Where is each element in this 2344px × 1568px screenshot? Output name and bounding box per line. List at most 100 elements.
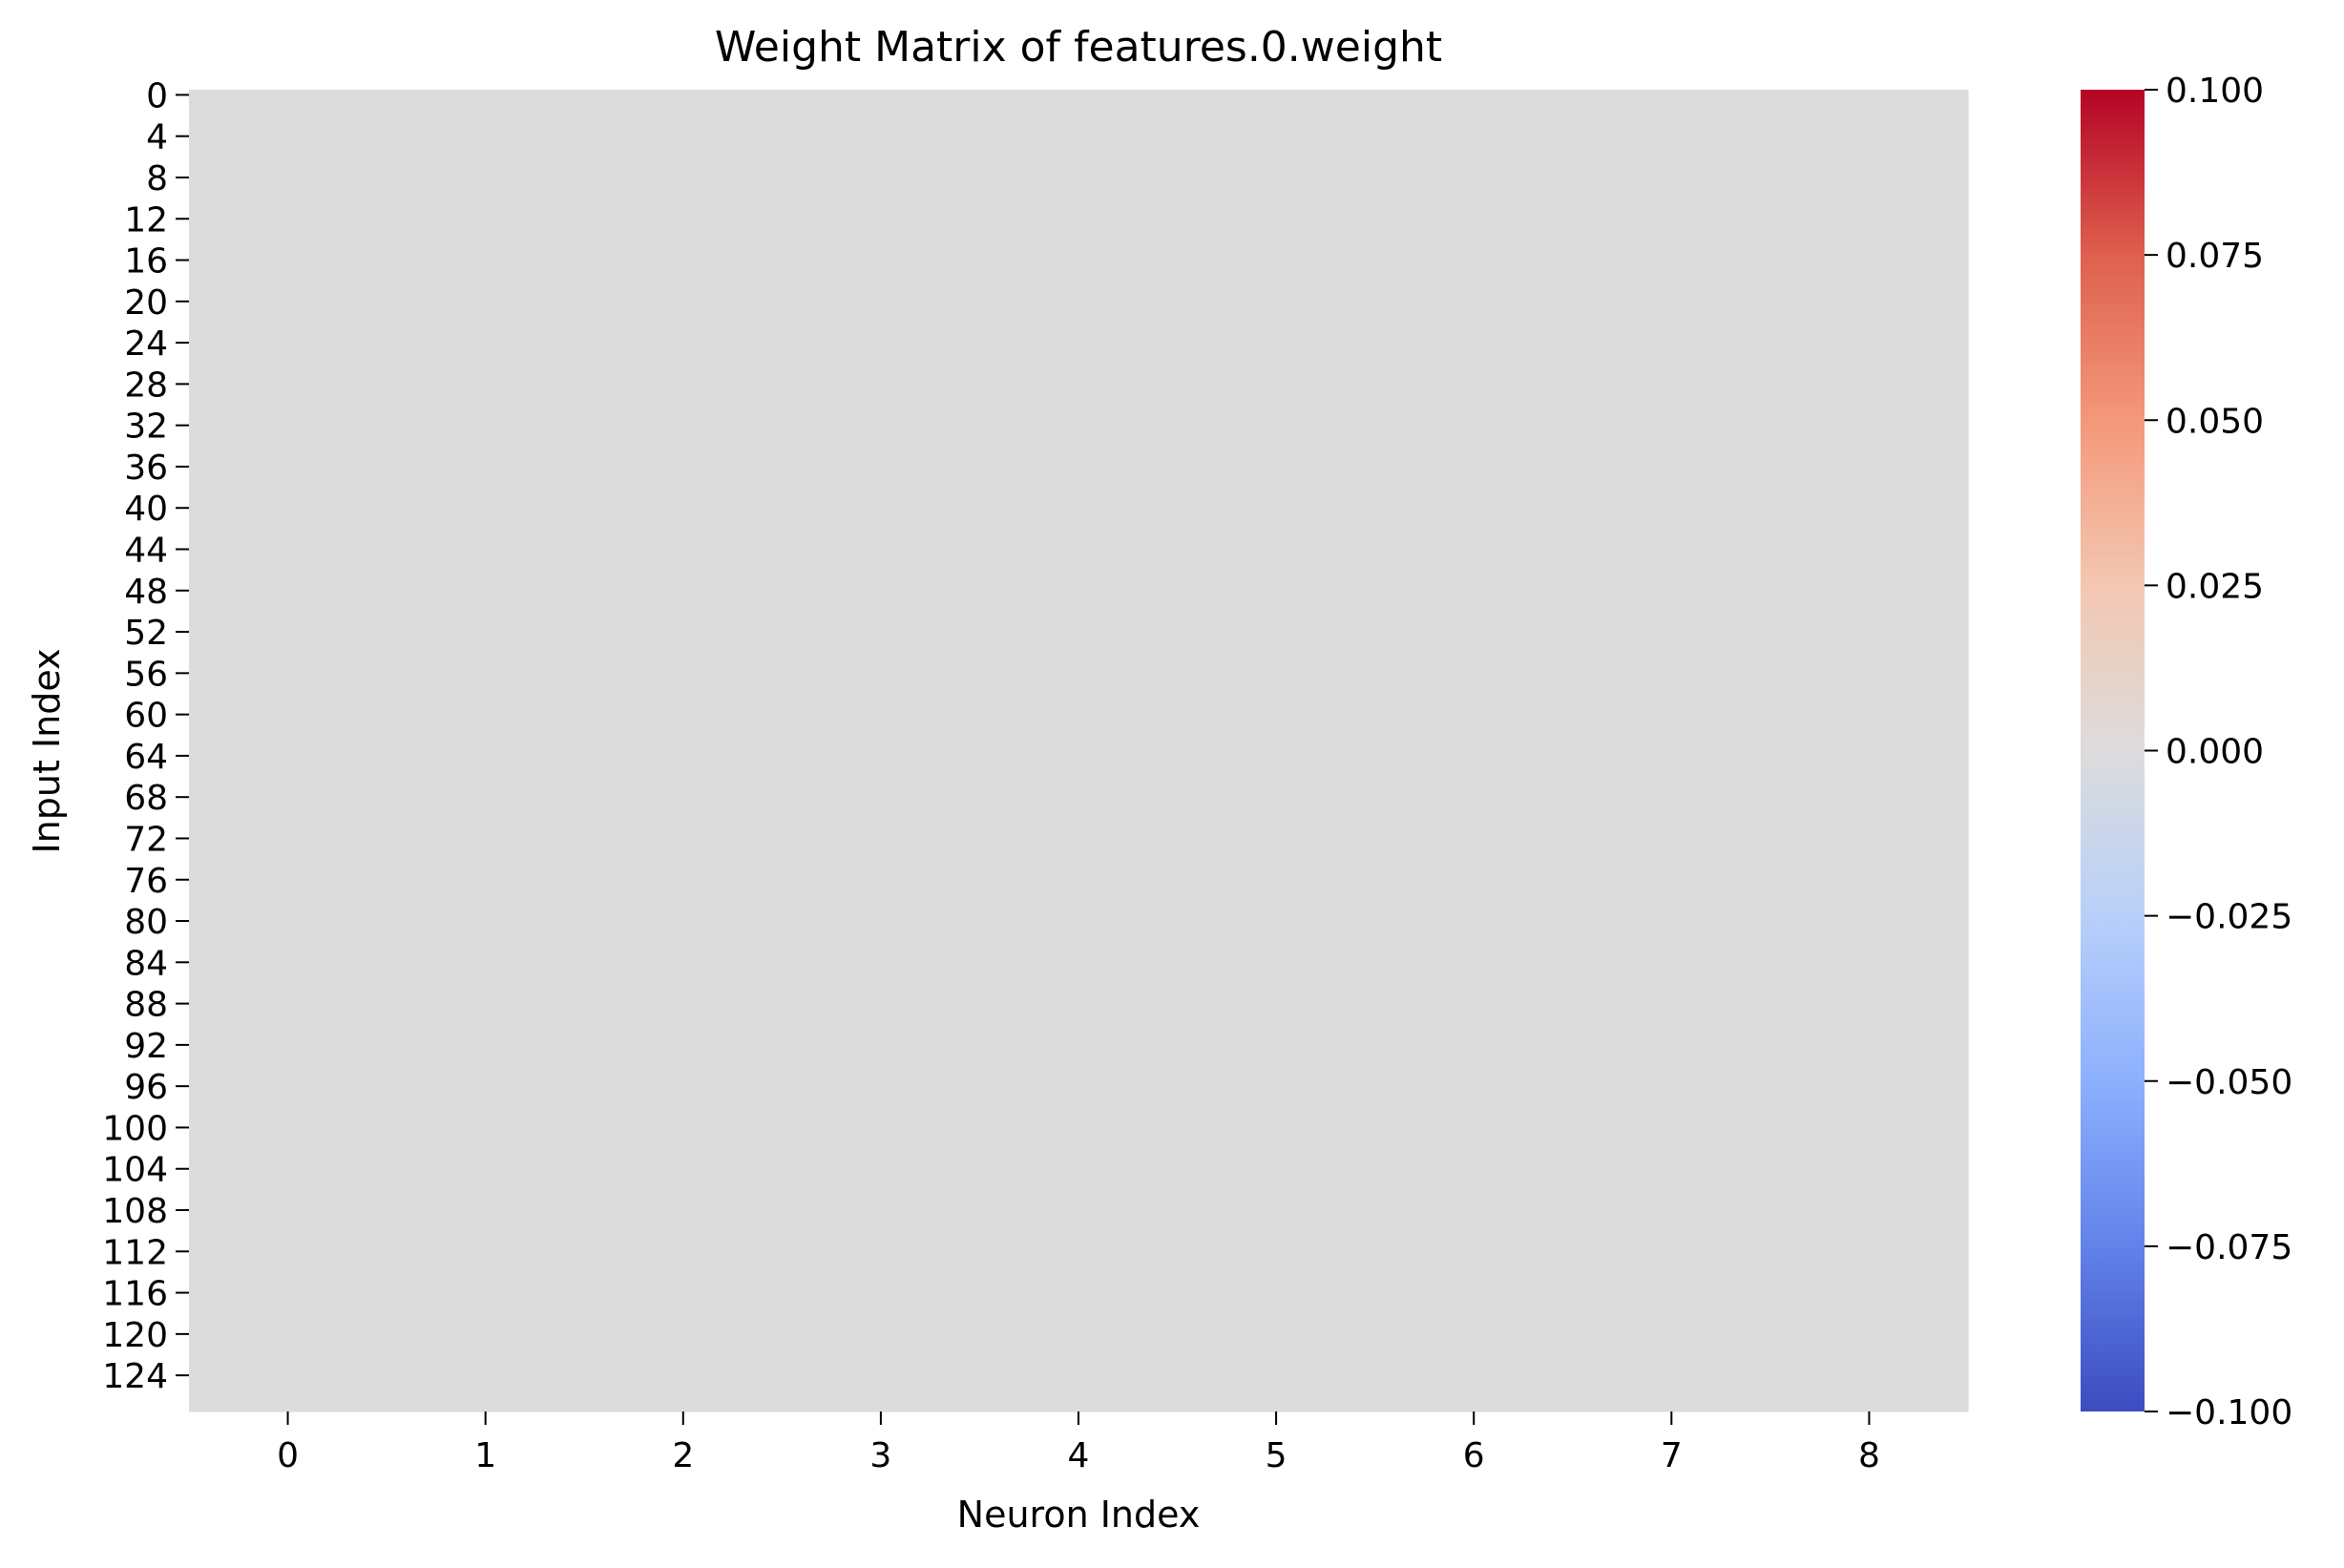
heatmap-cell: [1374, 326, 1574, 339]
heatmap-cell: [782, 264, 981, 277]
heatmap-cell: [1572, 667, 1771, 679]
heatmap-cell: [782, 853, 981, 866]
heatmap-cell: [1374, 947, 1574, 958]
heatmap-cell: [189, 1009, 387, 1020]
heatmap-cell: [782, 1009, 981, 1020]
heatmap-cell: [189, 1174, 387, 1185]
heatmap-cell: [1572, 1369, 1771, 1382]
heatmap-cell: [1572, 223, 1771, 236]
heatmap-cell: [584, 1122, 783, 1134]
heatmap-cell: [189, 172, 387, 183]
heatmap-cell: [1177, 1194, 1376, 1206]
heatmap-cell: [782, 823, 981, 834]
heatmap-cell: [782, 554, 981, 566]
heatmap-cell: [1374, 368, 1574, 380]
y-tick-label: 56: [124, 655, 168, 694]
heatmap-cell: [782, 151, 981, 163]
heatmap-cell: [1374, 1318, 1574, 1330]
heatmap-cell: [584, 823, 783, 834]
heatmap-cell: [1177, 1236, 1376, 1247]
heatmap-cell: [979, 120, 1179, 132]
heatmap-cell: [979, 337, 1179, 349]
heatmap-cell: [387, 90, 585, 101]
heatmap-cell: [387, 1050, 585, 1061]
heatmap-cell: [1769, 616, 1969, 628]
heatmap-cell: [584, 1349, 783, 1361]
heatmap-cell: [584, 450, 783, 463]
heatmap-cell: [782, 544, 981, 555]
heatmap-cell: [387, 812, 585, 824]
heatmap-cell: [387, 1277, 585, 1288]
heatmap-cell: [189, 275, 387, 287]
heatmap-cell: [1374, 647, 1574, 659]
heatmap-cell: [782, 947, 981, 958]
heatmap-cell: [1769, 678, 1969, 690]
heatmap-cell: [1374, 203, 1574, 215]
heatmap-cell: [387, 244, 585, 256]
heatmap-cell: [1572, 399, 1771, 411]
heatmap-cell: [979, 1153, 1179, 1164]
heatmap-cell: [387, 512, 585, 525]
heatmap-cell: [189, 203, 387, 215]
heatmap-cell: [979, 161, 1179, 174]
y-tick-label: 40: [124, 490, 168, 529]
heatmap-cell: [1374, 172, 1574, 183]
heatmap-cell: [1177, 833, 1376, 845]
heatmap-cell: [387, 585, 585, 596]
heatmap-cell: [1769, 1236, 1969, 1247]
heatmap-cell: [189, 1277, 387, 1288]
heatmap-cell: [189, 317, 387, 328]
heatmap-cell: [1572, 894, 1771, 907]
heatmap-cell: [782, 771, 981, 783]
y-tick-label: 104: [102, 1151, 168, 1190]
heatmap-cell: [387, 1009, 585, 1020]
heatmap-cell: [782, 193, 981, 204]
heatmap-cell: [584, 296, 783, 307]
heatmap-cell: [584, 533, 783, 545]
heatmap-cell: [1572, 554, 1771, 566]
heatmap-cell: [979, 781, 1179, 793]
y-tick-label: 24: [124, 324, 168, 364]
heatmap-cell: [1374, 1101, 1574, 1113]
heatmap-cell: [1374, 988, 1574, 999]
heatmap-cell: [782, 131, 981, 142]
heatmap-cell: [584, 471, 783, 483]
heatmap-cell: [979, 172, 1179, 183]
heatmap-cell: [584, 172, 783, 183]
heatmap-cell: [189, 1297, 387, 1309]
heatmap-cell: [782, 926, 981, 937]
heatmap-cell: [979, 564, 1179, 576]
heatmap-cell: [1572, 1307, 1771, 1320]
heatmap-cell: [979, 596, 1179, 607]
heatmap-cell: [1177, 761, 1376, 772]
heatmap-cell: [1177, 575, 1376, 586]
heatmap-cell: [1374, 296, 1574, 307]
heatmap-cell: [1769, 956, 1969, 969]
heatmap-cell: [387, 264, 585, 277]
heatmap-cell: [387, 988, 585, 999]
heatmap-cell: [979, 729, 1179, 742]
heatmap-cell: [1769, 193, 1969, 204]
colorbar-tick-label: −0.050: [2166, 1063, 2292, 1102]
heatmap-cell: [584, 213, 783, 225]
heatmap-cell: [1769, 853, 1969, 866]
heatmap-cell: [1572, 616, 1771, 628]
heatmap-cell: [1177, 709, 1376, 721]
heatmap-cell: [979, 244, 1179, 256]
heatmap-cell: [189, 1194, 387, 1206]
heatmap-cell: [584, 729, 783, 742]
heatmap-cell: [1769, 461, 1969, 472]
heatmap-cell: [1374, 791, 1574, 804]
heatmap-cell: [979, 1174, 1179, 1185]
heatmap-cell: [387, 141, 585, 153]
heatmap-cell: [584, 926, 783, 937]
heatmap-cell: [782, 1225, 981, 1237]
heatmap-cell: [1769, 244, 1969, 256]
heatmap-cell: [584, 223, 783, 236]
heatmap-cell: [189, 1122, 387, 1134]
heatmap-cell: [1177, 491, 1376, 504]
heatmap-cell: [979, 1359, 1179, 1371]
heatmap-cell: [1769, 255, 1969, 266]
heatmap-cell: [584, 1091, 783, 1102]
heatmap-cell: [1572, 491, 1771, 504]
